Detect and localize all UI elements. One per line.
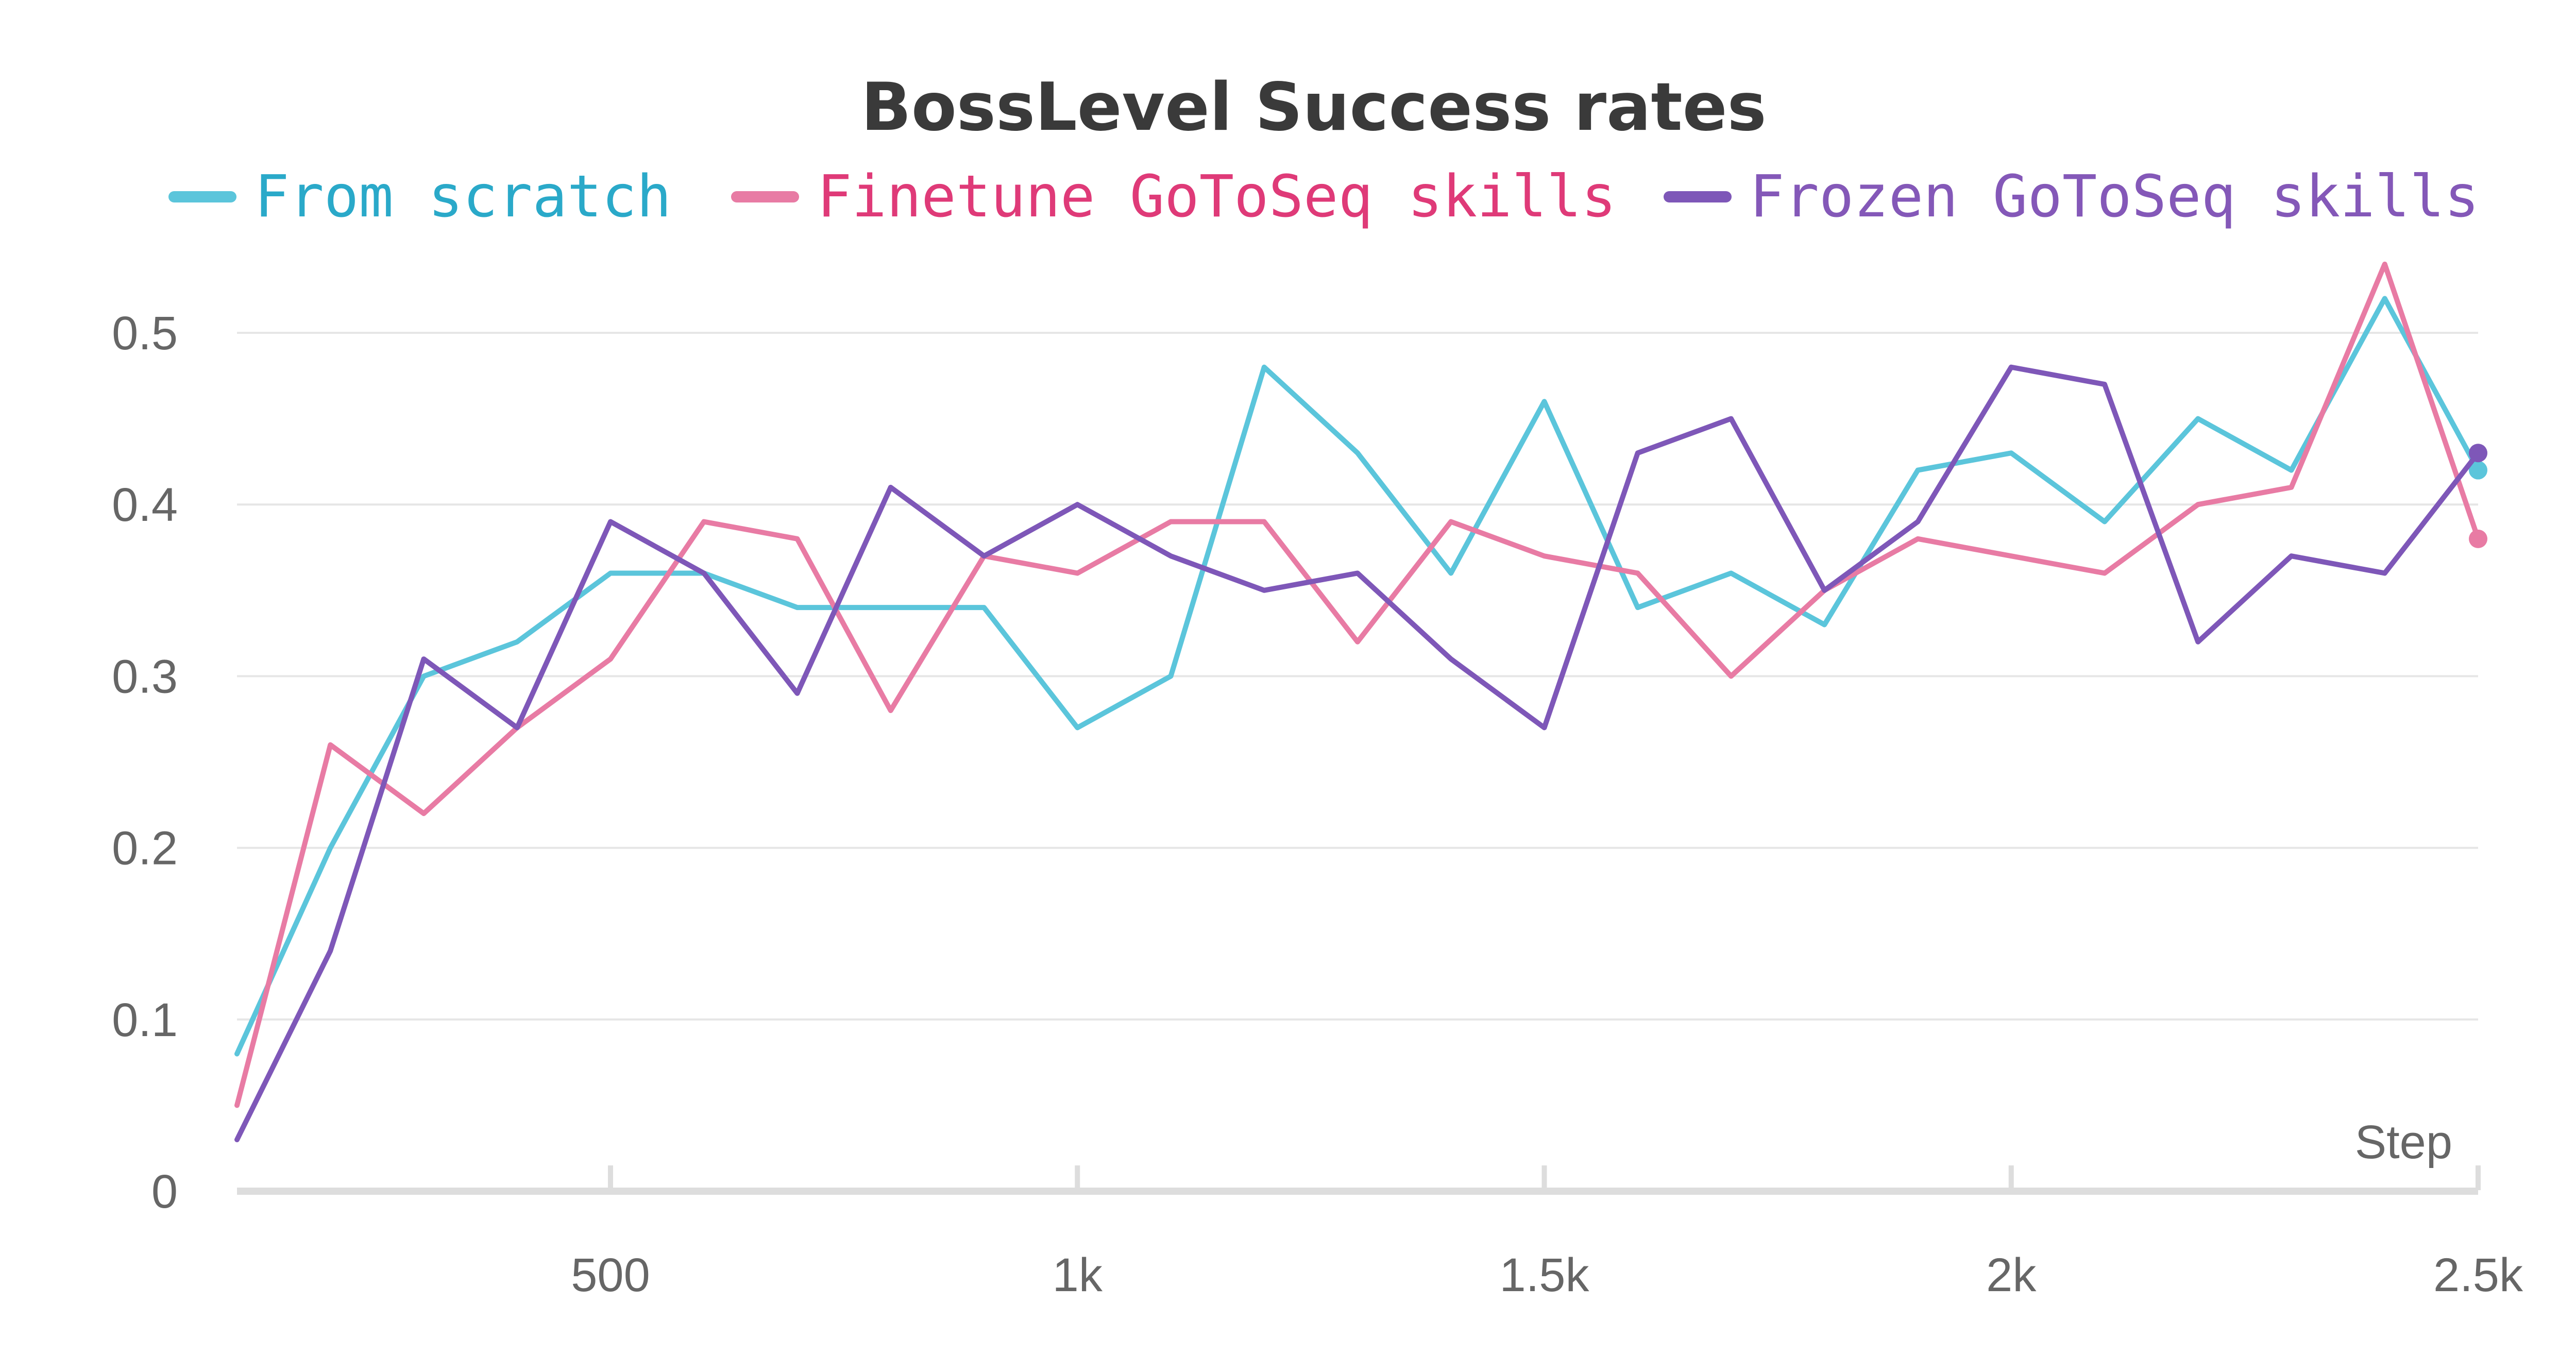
x-tick-label: 1.5k [1500,1249,1590,1301]
x-tick-label: 2.5k [2433,1249,2523,1301]
legend-label: Frozen GoToSeq skills [1750,163,2479,230]
y-tick-label: 0.5 [112,307,178,360]
y-tick-label: 0.1 [112,994,178,1046]
x-tick-label: 2k [1986,1249,2037,1301]
grid-lines [237,332,2478,1021]
y-tick-label: 0.4 [112,479,178,531]
legend-label: From scratch [255,163,671,230]
series-line-2 [234,364,2481,1143]
legend-item-2: Frozen GoToSeq skills [1664,163,2479,230]
legend-item-1: Finetune GoToSeq skills [731,163,1616,230]
y-tick-label: 0.3 [112,650,178,703]
series-end-point-2 [2469,444,2487,463]
legend-label: Finetune GoToSeq skills [817,163,1616,230]
y-tick-label: 0 [151,1165,178,1218]
series-line-0 [234,296,2481,1057]
chart-title: BossLevel Success rates [861,69,1766,146]
series-end-point-0 [2469,461,2487,480]
legend-item-0: From scratch [168,163,671,230]
x-tick-label: 1k [1053,1249,1103,1301]
series-line-1 [234,261,2481,1108]
x-axis-label: Step [2355,1116,2452,1169]
series-end-point-1 [2469,529,2487,548]
x-tick-label: 500 [571,1249,650,1301]
y-tick-label: 0.2 [112,822,178,875]
